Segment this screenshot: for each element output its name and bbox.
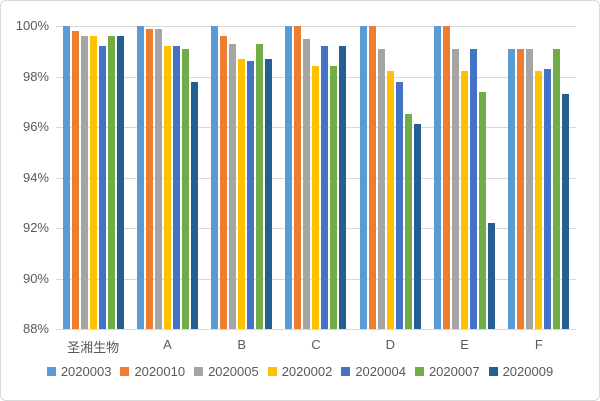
bar-group-5 (353, 26, 427, 329)
bar-2020003 (62, 26, 70, 329)
legend-label: 2020003 (60, 364, 112, 379)
legend-swatch-icon (120, 367, 130, 376)
legend-item-2020007: 2020007 (414, 364, 480, 379)
bar-2020005 (80, 36, 88, 329)
bar-2020007 (479, 92, 487, 329)
bar-2020005 (229, 44, 237, 329)
bar-2020010 (443, 26, 451, 329)
x-tick-label: C (311, 337, 321, 352)
bar-2020002 (163, 46, 171, 329)
bar-2020004 (544, 69, 552, 329)
bar-2020010 (71, 31, 79, 329)
legend-item-2020003: 2020003 (46, 364, 112, 379)
bar-2020007 (404, 114, 412, 329)
bar-2020007 (256, 44, 264, 329)
bar-2020002 (461, 71, 469, 329)
plot-area (56, 26, 576, 330)
bar-2020005 (303, 39, 311, 329)
bar-2020009 (190, 82, 198, 329)
y-tick-label: 92% (22, 220, 49, 235)
bar-2020005 (452, 49, 460, 329)
legend-swatch-icon (414, 367, 424, 376)
bar-2020003 (285, 26, 293, 329)
y-tick-label: 88% (22, 321, 49, 336)
bar-2020004 (172, 46, 180, 329)
bar-2020004 (98, 46, 106, 329)
bar-2020010 (294, 26, 302, 329)
bar-group-4 (279, 26, 353, 329)
bar-2020007 (181, 49, 189, 329)
bar-2020009 (562, 94, 570, 329)
bar-2020010 (145, 29, 153, 329)
bar-2020003 (136, 26, 144, 329)
legend-item-2020010: 2020010 (120, 364, 185, 379)
legend-swatch-icon (46, 367, 56, 376)
bar-2020004 (247, 61, 255, 329)
legend-item-2020009: 2020009 (488, 364, 554, 379)
bar-2020002 (238, 59, 246, 329)
bar-2020005 (154, 29, 162, 329)
legend-item-2020004: 2020004 (341, 364, 406, 379)
bar-2020007 (107, 36, 115, 329)
bar-group-3 (205, 26, 279, 329)
x-tick-label: B (237, 337, 247, 352)
legend-label: 2020002 (281, 364, 333, 379)
x-tick-label: D (385, 337, 395, 352)
legend-label: 2020004 (355, 364, 406, 379)
bar-2020003 (211, 26, 219, 329)
bar-2020007 (553, 49, 561, 329)
bar-2020004 (395, 82, 403, 329)
x-tick-label: 圣湘生物 (67, 340, 120, 355)
bar-2020009 (413, 124, 421, 329)
bar-2020010 (220, 36, 228, 329)
bar-group-6 (427, 26, 501, 329)
bar-2020004 (321, 46, 329, 329)
bar-2020009 (265, 59, 273, 329)
bar-2020007 (330, 66, 338, 329)
bar-group-7 (502, 26, 576, 329)
bar-2020003 (508, 49, 516, 329)
legend-label: 2020009 (502, 364, 554, 379)
y-tick-label: 96% (22, 119, 49, 134)
bar-2020009 (116, 36, 124, 329)
legend-swatch-icon (341, 367, 351, 376)
bar-2020005 (526, 49, 534, 329)
legend-swatch-icon (267, 367, 277, 376)
gridline-100pct (56, 26, 576, 27)
bar-2020002 (312, 66, 320, 329)
bar-2020002 (535, 71, 543, 329)
x-tick-label: E (460, 337, 469, 352)
legend: 2020003 2020010 2020005 2020002 2020004 20200… (1, 364, 599, 379)
bar-2020002 (386, 71, 394, 329)
gridline-88pct (56, 329, 576, 330)
bar-2020005 (377, 49, 385, 329)
bar-2020004 (470, 49, 478, 329)
legend-item-2020005: 2020005 (194, 364, 259, 379)
bar-2020009 (488, 223, 496, 329)
bar-2020003 (434, 26, 442, 329)
legend-label: 2020007 (428, 364, 480, 379)
bar-group-2 (130, 26, 204, 329)
bar-2020003 (359, 26, 367, 329)
bar-2020002 (89, 36, 97, 329)
x-tick-label: F (534, 337, 543, 352)
x-tick-label: A (163, 337, 172, 352)
legend-swatch-icon (194, 367, 204, 376)
bar-2020010 (368, 26, 376, 329)
legend-label: 2020010 (134, 364, 186, 379)
bar-group-1 (56, 26, 130, 329)
y-tick-label: 90% (22, 270, 49, 286)
legend-item-2020002: 2020002 (267, 364, 333, 379)
y-tick-label: 94% (22, 169, 49, 185)
legend-swatch-icon (488, 367, 498, 376)
bar-2020010 (517, 49, 525, 329)
y-tick-label: 98% (22, 68, 49, 84)
y-tick-label: 100% (15, 18, 49, 33)
bar-2020009 (339, 46, 347, 329)
legend-label: 2020005 (208, 364, 259, 379)
